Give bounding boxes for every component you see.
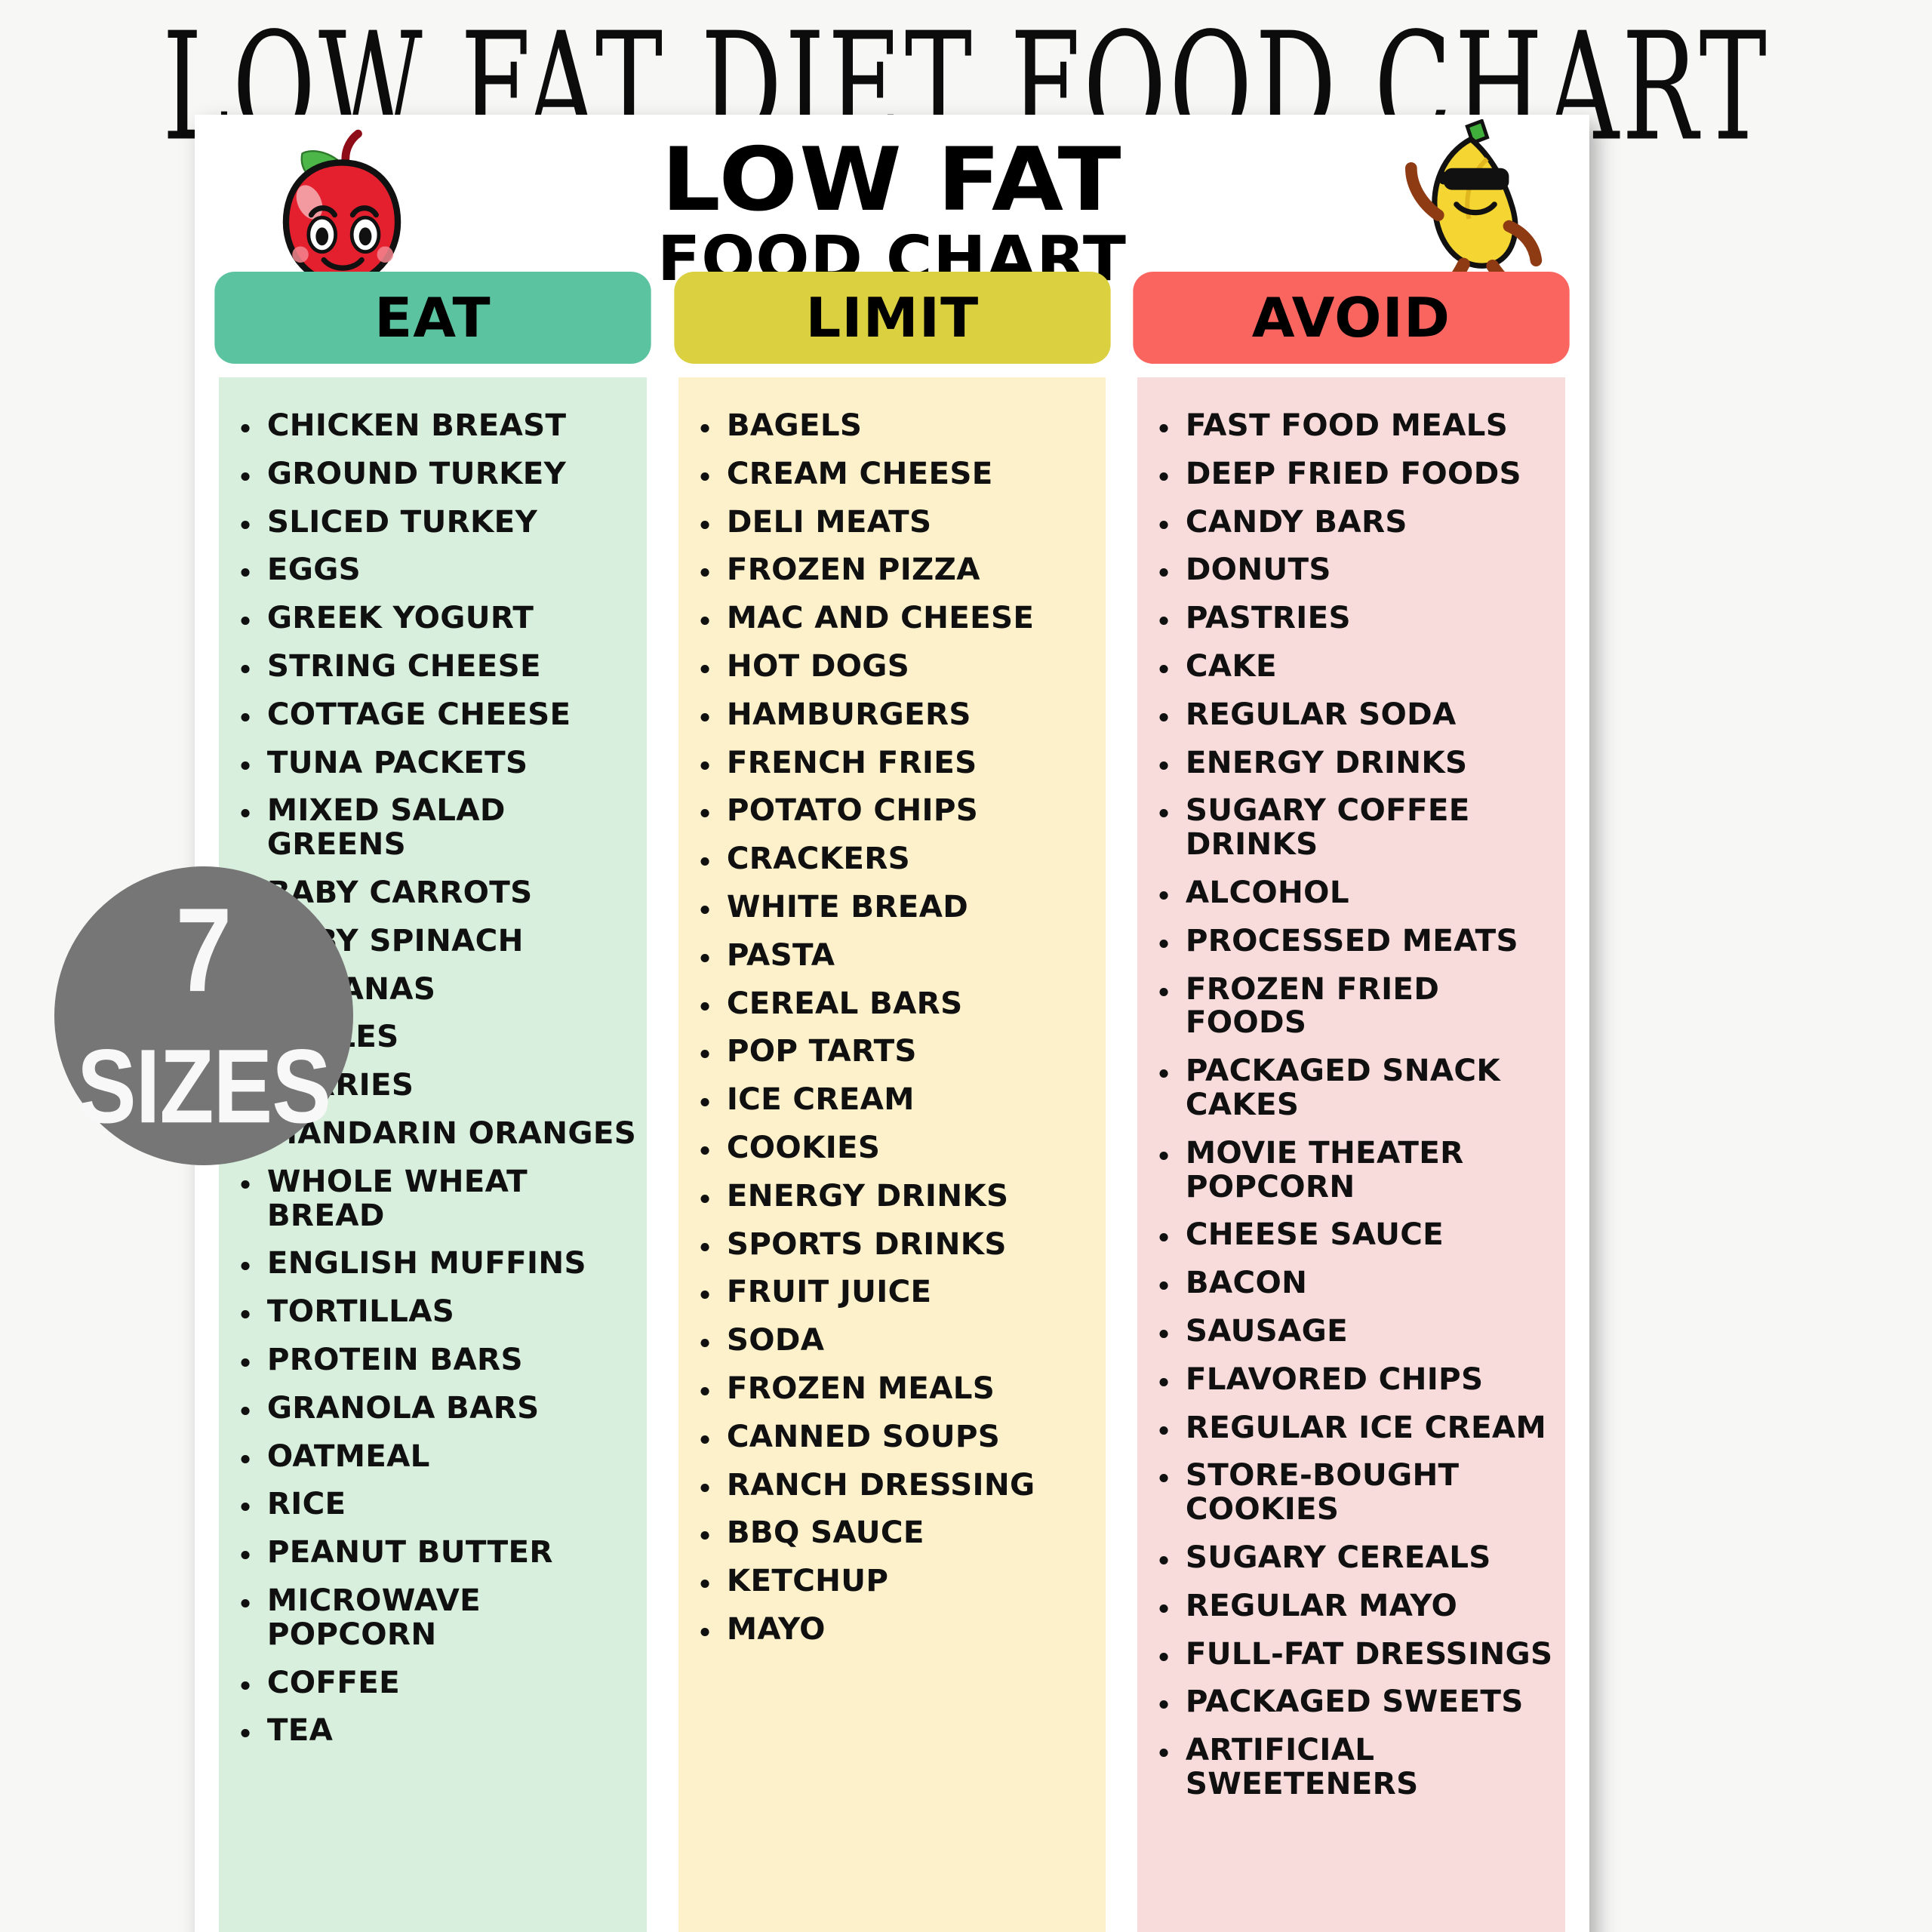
food-item: KETCHUP bbox=[682, 1564, 1100, 1598]
food-item: PROCESSED MEATS bbox=[1142, 924, 1560, 958]
food-item: BAGELS bbox=[682, 409, 1100, 443]
food-item: BBQ SAUCE bbox=[682, 1516, 1100, 1550]
food-item: TUNA PACKETS bbox=[223, 746, 641, 780]
food-item: CAKE bbox=[1142, 650, 1560, 684]
food-item: MOVIE THEATER POPCORN bbox=[1142, 1136, 1560, 1204]
food-item: SUGARY CEREALS bbox=[1142, 1541, 1560, 1575]
food-item: PASTA bbox=[682, 938, 1100, 973]
sizes-badge-number: 7 bbox=[175, 884, 232, 1017]
food-item: PASTRIES bbox=[1142, 601, 1560, 635]
food-item: CREAM CHEESE bbox=[682, 457, 1100, 491]
column-header-limit: LIMIT bbox=[674, 272, 1111, 364]
food-item: CANDY BARS bbox=[1142, 505, 1560, 540]
column-limit: LIMIT BAGELS CREAM CHEESE DELI MEATS FROZEN… bbox=[674, 272, 1111, 1932]
food-item: STRING CHEESE bbox=[223, 650, 641, 684]
food-item: TORTILLAS bbox=[223, 1295, 641, 1329]
food-item: COTTAGE CHEESE bbox=[223, 697, 641, 732]
food-item: ENERGY DRINKS bbox=[1142, 746, 1560, 780]
food-item: BABY CARROTS bbox=[223, 876, 641, 910]
poster-card: LOW FAT FOOD CHART EAT CHICKEN BREAST GRO… bbox=[195, 115, 1589, 1932]
food-item: FROZEN MEALS bbox=[682, 1372, 1100, 1406]
column-header-avoid: AVOID bbox=[1133, 272, 1570, 364]
food-list-eat: CHICKEN BREAST GROUND TURKEY SLICED TURKEY… bbox=[225, 409, 639, 1748]
food-item: HAMBURGERS bbox=[682, 697, 1100, 732]
food-item: REGULAR SODA bbox=[1142, 697, 1560, 732]
sizes-badge: 7 SIZES bbox=[54, 866, 353, 1165]
food-item: EGGS bbox=[223, 553, 641, 587]
food-item: BACON bbox=[1142, 1266, 1560, 1300]
food-item: FROZEN PIZZA bbox=[682, 553, 1100, 587]
food-item: FRENCH FRIES bbox=[682, 746, 1100, 780]
food-item: REGULAR ICE CREAM bbox=[1142, 1411, 1560, 1445]
food-item: FLAVORED CHIPS bbox=[1142, 1362, 1560, 1397]
column-panel-avoid: FAST FOOD MEALS DEEP FRIED FOODS CANDY BAR… bbox=[1137, 377, 1566, 1932]
food-item: GRANOLA BARS bbox=[223, 1391, 641, 1426]
food-item: MAYO bbox=[682, 1613, 1100, 1647]
food-item: RANCH DRESSING bbox=[682, 1468, 1100, 1503]
food-item: PACKAGED SNACK CAKES bbox=[1142, 1054, 1560, 1122]
food-item: STORE-BOUGHT COOKIES bbox=[1142, 1459, 1560, 1527]
column-avoid: AVOID FAST FOOD MEALS DEEP FRIED FOODS CAN… bbox=[1133, 272, 1570, 1932]
food-item: CHICKEN BREAST bbox=[223, 409, 641, 443]
food-item: SUGARY COFFEE DRINKS bbox=[1142, 794, 1560, 862]
column-panel-limit: BAGELS CREAM CHEESE DELI MEATS FROZEN PIZZA… bbox=[678, 377, 1106, 1932]
food-item: ENERGY DRINKS bbox=[682, 1179, 1100, 1214]
food-item: REGULAR MAYO bbox=[1142, 1589, 1560, 1623]
food-item: GROUND TURKEY bbox=[223, 457, 641, 491]
food-item: POTATO CHIPS bbox=[682, 794, 1100, 828]
food-item: MAC AND CHEESE bbox=[682, 601, 1100, 635]
food-item: PEANUT BUTTER bbox=[223, 1536, 641, 1570]
sizes-badge-label: SIZES bbox=[77, 1028, 331, 1146]
food-item: ENGLISH MUFFINS bbox=[223, 1247, 641, 1281]
food-item: GREEK YOGURT bbox=[223, 601, 641, 635]
food-item: WHOLE WHEAT BREAD bbox=[223, 1164, 641, 1233]
poster-headline: LOW FAT FOOD CHART bbox=[195, 129, 1589, 291]
food-item: WHITE BREAD bbox=[682, 891, 1100, 924]
food-item: CHEESE SAUCE bbox=[1142, 1218, 1560, 1252]
food-item: CEREAL BARS bbox=[682, 986, 1100, 1021]
food-item: FAST FOOD MEALS bbox=[1142, 409, 1560, 443]
food-columns: EAT CHICKEN BREAST GROUND TURKEY SLICED TU… bbox=[195, 272, 1589, 1932]
column-panel-eat: CHICKEN BREAST GROUND TURKEY SLICED TURKEY… bbox=[219, 377, 647, 1932]
food-item: CRACKERS bbox=[682, 842, 1100, 876]
column-header-eat: EAT bbox=[214, 272, 651, 364]
poster-header: LOW FAT FOOD CHART bbox=[195, 115, 1589, 300]
apple-mascot-icon bbox=[282, 129, 401, 287]
food-item: COOKIES bbox=[682, 1131, 1100, 1165]
food-item: ICE CREAM bbox=[682, 1083, 1100, 1117]
food-item: SAUSAGE bbox=[1142, 1315, 1560, 1349]
headline-main: LOW FAT bbox=[661, 129, 1123, 231]
food-list-avoid: FAST FOOD MEALS DEEP FRIED FOODS CANDY BAR… bbox=[1143, 409, 1558, 1801]
food-item: ALCOHOL bbox=[1142, 876, 1560, 910]
food-item: OATMEAL bbox=[223, 1439, 641, 1474]
food-item: HOT DOGS bbox=[682, 650, 1100, 684]
food-item: RICE bbox=[223, 1487, 641, 1521]
food-item: PROTEIN BARS bbox=[223, 1343, 641, 1377]
food-item: MICROWAVE POPCORN bbox=[223, 1584, 641, 1652]
food-item: MIXED SALAD GREENS bbox=[223, 794, 641, 862]
food-item: FROZEN FRIED FOODS bbox=[1142, 972, 1560, 1041]
food-item: FRUIT JUICE bbox=[682, 1275, 1100, 1309]
food-item: DELI MEATS bbox=[682, 505, 1100, 540]
food-list-limit: BAGELS CREAM CHEESE DELI MEATS FROZEN PIZZA… bbox=[685, 409, 1099, 1647]
food-item: PACKAGED SWEETS bbox=[1142, 1685, 1560, 1719]
food-item: SLICED TURKEY bbox=[223, 505, 641, 540]
column-eat: EAT CHICKEN BREAST GROUND TURKEY SLICED TU… bbox=[214, 272, 651, 1932]
food-item: TEA bbox=[223, 1714, 641, 1748]
food-item: DONUTS bbox=[1142, 553, 1560, 587]
food-item: POP TARTS bbox=[682, 1035, 1100, 1069]
food-item: SODA bbox=[682, 1324, 1100, 1358]
food-item: ARTIFICIAL SWEETENERS bbox=[1142, 1734, 1560, 1801]
food-item: DEEP FRIED FOODS bbox=[1142, 457, 1560, 491]
food-item: CANNED SOUPS bbox=[682, 1420, 1100, 1454]
food-item: COFFEE bbox=[223, 1666, 641, 1700]
food-item: SPORTS DRINKS bbox=[682, 1227, 1100, 1262]
food-item: FULL-FAT DRESSINGS bbox=[1142, 1637, 1560, 1672]
